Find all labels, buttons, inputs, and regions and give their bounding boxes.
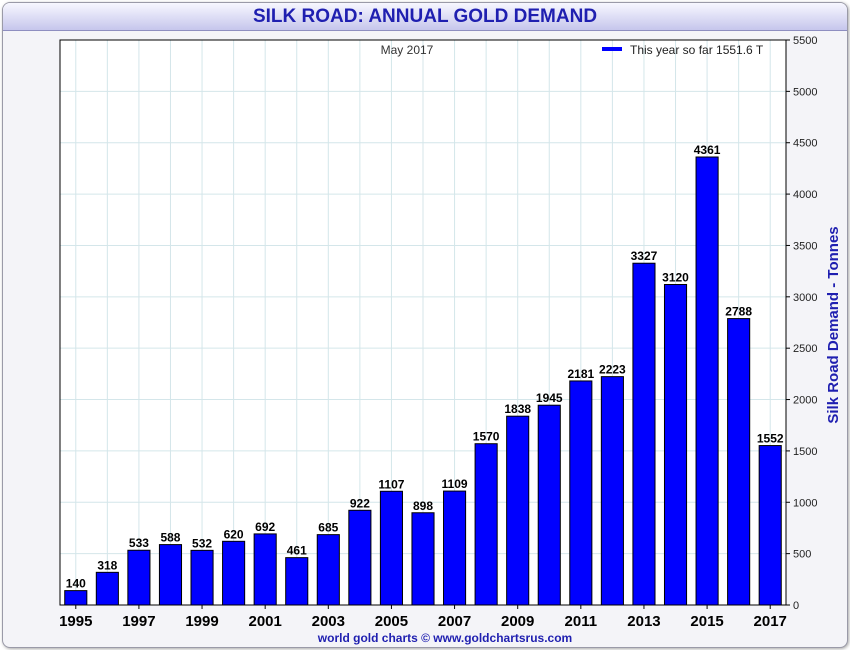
y-tick-label: 3500 (793, 240, 817, 252)
data-label-2009: 1838 (504, 402, 531, 416)
bar-1996 (95, 571, 119, 606)
y-tick-label: 2500 (793, 343, 817, 355)
bar-2016 (727, 318, 751, 606)
bar-2001 (253, 533, 277, 606)
x-axis: 1995 1997 1999 2001 2003 2005 2007 2009 2011 2013… (59, 605, 787, 630)
bar-1997 (127, 549, 151, 606)
credit-text: world gold charts © www.goldchartsrus.co… (317, 631, 572, 645)
bar-1999 (190, 549, 214, 606)
bar-2011 (569, 380, 593, 606)
data-label-1998: 588 (160, 531, 180, 545)
bar-2006 (411, 512, 435, 606)
y-tick-label: 4000 (793, 189, 817, 201)
title-bar: SILK ROAD: ANNUAL GOLD DEMAND (3, 3, 847, 31)
y-axis-label: Silk Road Demand - Tonnes (825, 226, 842, 423)
bar-2008 (474, 443, 498, 606)
bar-2002 (285, 557, 309, 606)
data-label-2002: 461 (287, 544, 307, 558)
legend-label: This year so far 1551.6 T (630, 43, 764, 57)
data-labels: 140 318 533 588 532 620 692 461 685 922 1107 898 110… (66, 143, 784, 591)
x-tick-label: 2005 (375, 613, 408, 630)
x-tick-label: 2007 (438, 613, 471, 630)
data-label-2010: 1945 (536, 391, 563, 405)
bar-2007 (443, 490, 467, 606)
bar-2003 (316, 534, 340, 606)
y-axis: 0 500 1000 1500 2000 2500 3000 3500 4000 4500 5000… (786, 35, 817, 612)
chart-title: SILK ROAD: ANNUAL GOLD DEMAND (252, 6, 598, 27)
data-label-2011: 2181 (567, 367, 594, 381)
x-tick-label: 2015 (690, 613, 723, 630)
bar-2004 (348, 509, 372, 606)
data-label-2008: 1570 (473, 430, 500, 444)
bar-2005 (379, 490, 403, 606)
data-label-2007: 1109 (442, 477, 468, 491)
data-label-2001: 692 (255, 520, 275, 534)
bar-2013 (632, 262, 656, 606)
bar-2014 (663, 283, 688, 606)
y-tick-label: 3000 (793, 292, 817, 304)
data-label-1997: 533 (129, 536, 149, 550)
data-label-2016: 2788 (725, 305, 752, 319)
bar-2017 (758, 445, 782, 606)
data-label-2012: 2223 (599, 363, 626, 377)
data-label-2015: 4361 (694, 143, 721, 157)
bar-2010 (537, 404, 561, 606)
data-label-2017: 1552 (757, 432, 784, 446)
x-tick-label: 2003 (312, 613, 345, 630)
data-label-1999: 532 (192, 536, 212, 550)
bar-1995 (64, 590, 88, 606)
data-label-2003: 685 (318, 521, 338, 535)
x-tick-label: 2013 (627, 613, 660, 630)
bar-series (64, 156, 782, 606)
plot-border (59, 39, 787, 606)
y-tick-label: 4500 (793, 138, 817, 150)
data-label-2006: 898 (413, 499, 433, 513)
y-tick-label: 5500 (793, 35, 817, 47)
data-label-2004: 922 (350, 496, 370, 510)
data-label-2013: 3327 (631, 249, 658, 263)
legend: This year so far 1551.6 T (602, 43, 764, 57)
x-tick-label: 1997 (122, 613, 155, 630)
bar-2009 (506, 415, 530, 606)
y-tick-label: 500 (793, 549, 811, 561)
y-tick-label: 1000 (793, 497, 817, 509)
y-tick-label: 1500 (793, 446, 817, 458)
x-tick-label: 1995 (59, 613, 92, 630)
x-tick-label: 2011 (565, 613, 598, 630)
y-tick-label: 0 (793, 600, 799, 612)
x-tick-label: 1999 (185, 613, 218, 630)
x-tick-label: 2009 (501, 613, 534, 630)
bar-2000 (222, 540, 246, 606)
x-tick-label: 2001 (248, 613, 281, 630)
bar-2012 (600, 376, 624, 606)
data-label-2000: 620 (224, 527, 244, 541)
data-label-2014: 3120 (662, 270, 689, 284)
y-tick-label: 5000 (793, 86, 817, 98)
bar-1998 (158, 544, 183, 606)
x-tick-label: 2017 (754, 613, 787, 630)
data-label-1996: 318 (97, 558, 117, 572)
y-tick-label: 2000 (793, 395, 817, 407)
bar-2015 (695, 156, 719, 606)
chart-subtitle: May 2017 (381, 43, 434, 57)
data-label-1995: 140 (66, 577, 86, 591)
legend-swatch (602, 47, 622, 51)
data-label-2005: 1107 (378, 477, 404, 491)
